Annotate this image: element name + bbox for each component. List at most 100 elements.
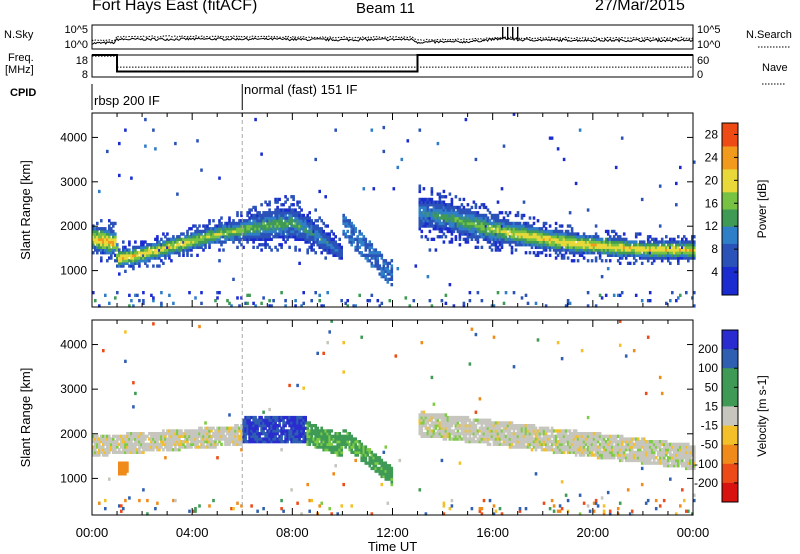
power-panel-cell — [124, 261, 127, 265]
power-panel-cell — [685, 248, 688, 252]
power-panel-cell — [232, 229, 235, 234]
velocity-panel-cell — [450, 437, 454, 441]
power-panel-cell — [132, 267, 135, 271]
power-panel-cell — [318, 216, 321, 220]
power-panel-cell — [456, 224, 460, 228]
power-panel-cell — [434, 213, 438, 218]
power-panel-cell — [256, 224, 259, 228]
velocity-panel-cell — [360, 453, 363, 457]
power-panel-cell — [258, 216, 261, 220]
power-panel-cell — [376, 299, 380, 303]
power-panel-cell — [588, 245, 592, 249]
power-panel-cell — [306, 221, 309, 226]
power-panel-cell — [556, 237, 560, 241]
velocity-panel-cell — [432, 424, 436, 428]
power-panel-cell — [592, 237, 596, 241]
velocity-panel-cell — [106, 434, 109, 438]
power-panel-cell — [444, 208, 448, 212]
power-panel-cell — [262, 216, 265, 220]
power-panel-cell — [494, 213, 498, 218]
power-panel-cell — [454, 237, 458, 241]
power-panel-cell — [496, 248, 500, 252]
power-panel-cell — [122, 261, 125, 265]
power-panel-cell — [430, 304, 434, 308]
power-panel-cell — [536, 227, 540, 231]
velocity-panel-cell — [352, 450, 355, 454]
velocity-panel-cell — [510, 437, 514, 441]
power-panel-cell — [544, 232, 548, 236]
velocity-panel-cell — [556, 445, 560, 449]
velocity-panel-cell — [298, 418, 301, 422]
power-panel-cell — [658, 253, 662, 257]
velocity-panel-cell — [180, 434, 183, 438]
power-panel-cell — [148, 256, 151, 260]
velocity-panel-cell — [188, 509, 191, 513]
power-panel-cell — [288, 219, 291, 223]
power-panel-cell — [298, 248, 301, 252]
velocity-panel-cell — [280, 434, 283, 438]
velocity-panel-cell — [550, 445, 554, 449]
power-panel-cell — [496, 200, 500, 204]
velocity-panel-cell — [256, 429, 259, 433]
power-panel-cell — [456, 216, 460, 220]
power-panel-cell — [102, 227, 105, 231]
velocity-panel-cell — [502, 437, 506, 441]
power-panel-cell — [456, 221, 460, 226]
velocity-panel-cell — [504, 442, 508, 446]
power-panel-cell — [380, 301, 384, 305]
power-panel-cell — [134, 261, 137, 265]
velocity-panel-cell — [268, 429, 271, 433]
power-panel-cell — [546, 245, 550, 249]
power-panel-cell — [300, 219, 303, 223]
velocity-panel-cell — [564, 429, 568, 433]
power-panel-cell — [677, 248, 680, 252]
velocity-panel-cell — [110, 442, 113, 446]
power-panel-cell — [644, 243, 648, 247]
power-panel-cell — [446, 203, 450, 207]
power-panel-cell — [584, 248, 588, 252]
power-panel-cell — [520, 237, 524, 241]
power-panel-cell — [122, 248, 125, 252]
power-panel-cell — [218, 248, 221, 252]
velocity-panel-cell — [310, 498, 313, 503]
power-panel-cell — [290, 221, 293, 226]
power-panel-cell — [562, 232, 566, 236]
velocity-panel-cell — [248, 424, 251, 428]
power-panel-cell — [620, 248, 624, 252]
power-panel-cell — [238, 224, 241, 228]
power-panel-cell — [626, 240, 630, 244]
velocity-panel-cell — [274, 415, 277, 420]
velocity-panel-cell — [256, 437, 259, 441]
power-panel-cell — [685, 243, 688, 247]
power-panel-cell — [438, 195, 442, 199]
power-panel-cell — [562, 256, 566, 260]
power-panel-cell — [290, 195, 293, 199]
power-panel-cell — [228, 235, 231, 239]
power-panel-cell — [452, 227, 456, 231]
velocity-panel-cell — [434, 424, 438, 428]
velocity-panel-cell — [474, 429, 478, 433]
power-panel-cell — [460, 221, 464, 226]
power-panel-cell — [246, 224, 249, 228]
velocity-panel-cell — [440, 458, 444, 463]
power-panel-cell — [562, 237, 566, 241]
power-panel-cell — [572, 253, 576, 257]
velocity-panel-cell — [298, 421, 301, 425]
power-panel-cell — [370, 245, 374, 249]
power-panel-cell — [544, 227, 548, 231]
power-panel-cell — [508, 221, 512, 226]
power-panel-cell — [542, 245, 546, 249]
velocity-panel-cell — [226, 437, 229, 441]
velocity-panel-cell — [252, 429, 255, 433]
velocity-panel-cell — [506, 442, 510, 446]
power-panel-cell — [640, 248, 644, 252]
power-panel-cell — [568, 245, 572, 249]
velocity-panel-cell — [560, 445, 564, 449]
velocity-panel-cell — [320, 440, 323, 444]
power-panel-cell — [134, 240, 137, 244]
velocity-panel-cell — [460, 421, 464, 425]
power-panel-cell — [438, 224, 442, 228]
power-panel-cell — [146, 248, 149, 252]
power-panel-cell — [693, 235, 696, 239]
velocity-panel-cell — [330, 429, 333, 433]
